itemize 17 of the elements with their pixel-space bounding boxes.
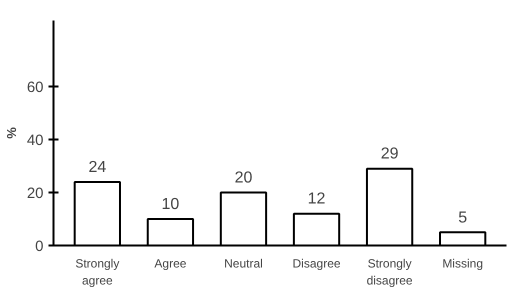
y-tick-label: 40 — [26, 132, 44, 150]
y-axis-title: % — [4, 126, 19, 139]
x-tick-label: Strongly agree — [75, 256, 120, 288]
x-tick-label: Disagree — [292, 256, 341, 270]
data-label: 20 — [234, 170, 252, 187]
x-tick-label: Neutral — [224, 256, 263, 270]
data-label: 12 — [308, 190, 326, 208]
y-tick-label: 20 — [26, 185, 44, 202]
x-tick-label: Missing — [442, 256, 484, 270]
data-label: 29 — [380, 146, 399, 163]
x-tick-label: Agree — [154, 256, 187, 270]
data-label: 5 — [458, 209, 468, 226]
y-tick-label: 60 — [26, 79, 44, 96]
data-label: 10 — [162, 196, 180, 214]
y-tick-label: 0 — [35, 238, 44, 255]
data-label: 24 — [88, 158, 106, 176]
x-tick-label: Strongly disagree — [366, 256, 413, 288]
